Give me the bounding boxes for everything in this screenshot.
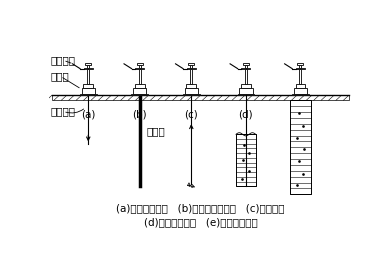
Bar [190, 65, 192, 68]
Bar [131, 94, 148, 95]
Text: (d): (d) [239, 109, 253, 119]
Bar [300, 69, 301, 84]
Bar [243, 63, 249, 65]
Bar [241, 68, 250, 69]
Bar [85, 63, 91, 65]
Text: 钻孔机械: 钻孔机械 [50, 106, 75, 116]
Bar [183, 94, 200, 95]
Bar [296, 84, 305, 88]
Bar [298, 63, 303, 65]
Bar [245, 69, 247, 84]
Text: (a)钻机就位钻孔   (b)钻孔至设计高程   (c)旋喷开始: (a)钻机就位钻孔 (b)钻孔至设计高程 (c)旋喷开始 [116, 203, 285, 213]
Bar [139, 69, 141, 84]
Text: (c): (c) [185, 109, 198, 119]
Bar [290, 100, 311, 194]
Bar [296, 68, 305, 69]
Bar [52, 95, 349, 100]
Bar [237, 94, 254, 95]
Bar [294, 88, 307, 94]
Bar [187, 68, 196, 69]
Bar [188, 63, 194, 65]
Text: (d)边旋喷边提升   (e)旋喷结束成桩: (d)边旋喷边提升 (e)旋喷结束成桩 [143, 217, 257, 228]
Bar [87, 69, 89, 84]
Text: (b): (b) [133, 109, 147, 119]
Text: (e): (e) [293, 109, 308, 119]
Bar [187, 84, 196, 88]
Bar [87, 65, 89, 68]
Bar [300, 65, 301, 68]
Bar [139, 65, 141, 68]
Bar [236, 134, 256, 186]
Bar [292, 94, 309, 95]
Bar [185, 88, 198, 94]
Bar [239, 88, 253, 94]
Text: 高压胶管: 高压胶管 [50, 55, 75, 65]
Bar [245, 65, 247, 68]
Text: 压浆车: 压浆车 [50, 71, 69, 81]
Bar [133, 88, 147, 94]
Bar [82, 88, 95, 94]
Bar [84, 68, 93, 69]
Bar [190, 69, 192, 84]
Text: 旋喷管: 旋喷管 [147, 126, 165, 136]
Bar [83, 84, 93, 88]
Bar [80, 94, 97, 95]
Text: (a): (a) [81, 109, 95, 119]
Bar [241, 84, 251, 88]
Bar [135, 84, 145, 88]
Bar [137, 63, 143, 65]
Bar [135, 68, 144, 69]
